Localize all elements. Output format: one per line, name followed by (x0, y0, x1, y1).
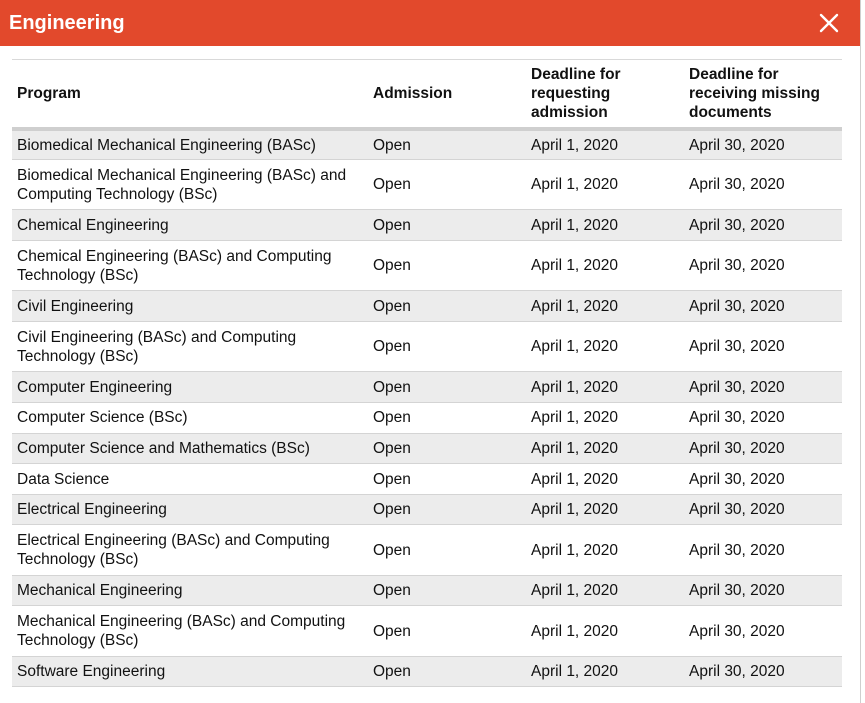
programs-table: Program Admission Deadline for requestin… (12, 59, 842, 688)
admission-cell: Open (368, 494, 526, 526)
deadline-request-cell: April 1, 2020 (526, 656, 684, 688)
deadline-documents-cell: April 30, 2020 (684, 290, 842, 323)
admission-cell: Open (368, 524, 526, 576)
program-cell: Biomedical Mechanical Engineering (BASc) (12, 129, 368, 161)
table-row: Software Engineering Open April 1, 2020 … (12, 656, 842, 688)
dialog-header: Engineering (0, 0, 860, 46)
program-cell: Chemical Engineering (BASc) and Computin… (12, 240, 368, 292)
admission-cell: Open (368, 575, 526, 607)
program-cell: Mechanical Engineering (12, 575, 368, 607)
close-icon (819, 13, 839, 33)
deadline-documents-cell: April 30, 2020 (684, 605, 842, 657)
program-cell: Computer Science and Mathematics (BSc) (12, 433, 368, 465)
deadline-request-cell: April 1, 2020 (526, 433, 684, 465)
deadline-request-cell: April 1, 2020 (526, 290, 684, 323)
deadline-request-cell: April 1, 2020 (526, 524, 684, 576)
deadline-request-cell: April 1, 2020 (526, 129, 684, 161)
programs-table-container: Program Admission Deadline for requestin… (12, 59, 842, 688)
deadline-documents-cell: April 30, 2020 (684, 575, 842, 607)
program-cell: Civil Engineering (BASc) and Computing T… (12, 321, 368, 373)
deadline-documents-cell: April 30, 2020 (684, 656, 842, 688)
program-cell: Mechanical Engineering (BASc) and Comput… (12, 605, 368, 657)
deadline-request-cell: April 1, 2020 (526, 402, 684, 434)
deadline-request-cell: April 1, 2020 (526, 240, 684, 292)
deadline-documents-cell: April 30, 2020 (684, 463, 842, 495)
program-cell: Data Science (12, 463, 368, 495)
admission-cell: Open (368, 402, 526, 434)
table-row: Mechanical Engineering (BASc) and Comput… (12, 605, 842, 657)
deadline-request-cell: April 1, 2020 (526, 209, 684, 242)
table-row: Mechanical Engineering Open April 1, 202… (12, 575, 842, 607)
admission-cell: Open (368, 159, 526, 211)
column-header-admission: Admission (368, 59, 526, 131)
column-header-deadline-request: Deadline for requesting admission (526, 59, 684, 131)
program-cell: Computer Engineering (12, 371, 368, 404)
deadline-documents-cell: April 30, 2020 (684, 209, 842, 242)
table-row: Computer Engineering Open April 1, 2020 … (12, 371, 842, 404)
table-row: Electrical Engineering Open April 1, 202… (12, 494, 842, 526)
table-row: Biomedical Mechanical Engineering (BASc)… (12, 129, 842, 161)
table-row: Civil Engineering (BASc) and Computing T… (12, 321, 842, 373)
deadline-documents-cell: April 30, 2020 (684, 494, 842, 526)
dialog-title: Engineering (9, 12, 125, 34)
admission-cell: Open (368, 371, 526, 404)
deadline-documents-cell: April 30, 2020 (684, 159, 842, 211)
deadline-documents-cell: April 30, 2020 (684, 371, 842, 404)
admission-cell: Open (368, 129, 526, 161)
program-cell: Electrical Engineering (12, 494, 368, 526)
table-row: Data Science Open April 1, 2020 April 30… (12, 463, 842, 495)
column-header-program: Program (12, 59, 368, 131)
column-header-deadline-documents: Deadline for receiving missing documents (684, 59, 842, 131)
program-cell: Electrical Engineering (BASc) and Comput… (12, 524, 368, 576)
deadline-documents-cell: April 30, 2020 (684, 433, 842, 465)
table-row: Chemical Engineering (BASc) and Computin… (12, 240, 842, 292)
deadline-request-cell: April 1, 2020 (526, 321, 684, 373)
deadline-request-cell: April 1, 2020 (526, 575, 684, 607)
program-cell: Chemical Engineering (12, 209, 368, 242)
program-cell: Computer Science (BSc) (12, 402, 368, 434)
program-cell: Software Engineering (12, 656, 368, 688)
table-row: Electrical Engineering (BASc) and Comput… (12, 524, 842, 576)
deadline-request-cell: April 1, 2020 (526, 159, 684, 211)
admission-cell: Open (368, 240, 526, 292)
deadline-documents-cell: April 30, 2020 (684, 129, 842, 161)
close-button[interactable] (814, 8, 844, 38)
table-row: Biomedical Mechanical Engineering (BASc)… (12, 159, 842, 211)
dialog-right-border (860, 0, 861, 703)
admission-cell: Open (368, 656, 526, 688)
deadline-documents-cell: April 30, 2020 (684, 402, 842, 434)
admission-cell: Open (368, 463, 526, 495)
table-row: Computer Science and Mathematics (BSc) O… (12, 433, 842, 465)
program-cell: Biomedical Mechanical Engineering (BASc)… (12, 159, 368, 211)
deadline-documents-cell: April 30, 2020 (684, 524, 842, 576)
table-header-row: Program Admission Deadline for requestin… (12, 59, 842, 131)
admission-cell: Open (368, 209, 526, 242)
admission-cell: Open (368, 290, 526, 323)
deadline-request-cell: April 1, 2020 (526, 494, 684, 526)
deadline-request-cell: April 1, 2020 (526, 463, 684, 495)
table-row: Chemical Engineering Open April 1, 2020 … (12, 209, 842, 242)
table-row: Computer Science (BSc) Open April 1, 202… (12, 402, 842, 434)
deadline-request-cell: April 1, 2020 (526, 605, 684, 657)
deadline-documents-cell: April 30, 2020 (684, 240, 842, 292)
deadline-request-cell: April 1, 2020 (526, 371, 684, 404)
admission-cell: Open (368, 605, 526, 657)
table-row: Civil Engineering Open April 1, 2020 Apr… (12, 290, 842, 323)
admission-cell: Open (368, 433, 526, 465)
program-cell: Civil Engineering (12, 290, 368, 323)
admission-cell: Open (368, 321, 526, 373)
deadline-documents-cell: April 30, 2020 (684, 321, 842, 373)
